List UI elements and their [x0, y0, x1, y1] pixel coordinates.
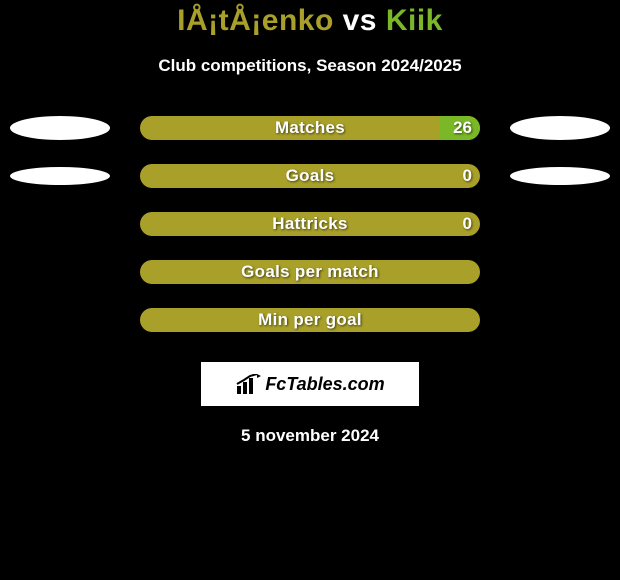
bar-label: Matches: [140, 116, 480, 140]
stat-bar: Goals0: [140, 164, 480, 188]
stat-rows: Matches26Goals0Hattricks0Goals per match…: [0, 116, 620, 332]
stat-row: Matches26: [0, 116, 620, 140]
stat-row: Goals0: [0, 164, 620, 188]
bar-label: Min per goal: [140, 308, 480, 332]
logo-box[interactable]: FcTables.com: [201, 362, 419, 406]
bar-value-right: 26: [453, 116, 472, 140]
stat-row: Min per goal: [0, 308, 620, 332]
comparison-card: IÅ¡tÅ¡enko vs Kiik Club competitions, Se…: [0, 0, 620, 580]
stat-bar: Hattricks0: [140, 212, 480, 236]
side-marker-left: [10, 167, 110, 185]
bar-label: Hattricks: [140, 212, 480, 236]
stat-row: Goals per match: [0, 260, 620, 284]
vs-text: vs: [343, 4, 386, 37]
bar-value-right: 0: [463, 212, 472, 236]
player1-name: IÅ¡tÅ¡enko: [177, 4, 334, 37]
side-marker-left: [10, 116, 110, 140]
bar-label: Goals per match: [140, 260, 480, 284]
subtitle: Club competitions, Season 2024/2025: [0, 56, 620, 76]
chart-icon: [235, 374, 261, 394]
logo-text: FcTables.com: [265, 374, 384, 395]
bar-label: Goals: [140, 164, 480, 188]
side-marker-right: [510, 167, 610, 185]
bar-value-right: 0: [463, 164, 472, 188]
stat-bar: Min per goal: [140, 308, 480, 332]
player2-name: Kiik: [386, 4, 443, 37]
stat-bar: Matches26: [140, 116, 480, 140]
stat-bar: Goals per match: [140, 260, 480, 284]
side-marker-right: [510, 116, 610, 140]
date-text: 5 november 2024: [0, 426, 620, 446]
page-title: IÅ¡tÅ¡enko vs Kiik: [0, 4, 620, 38]
stat-row: Hattricks0: [0, 212, 620, 236]
